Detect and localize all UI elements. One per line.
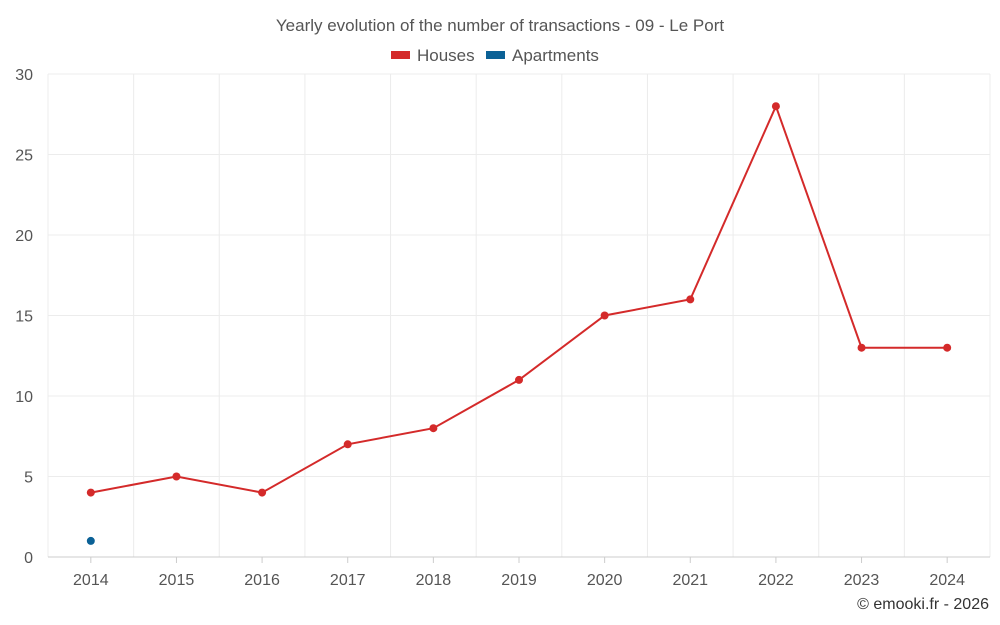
x-tick-label: 2023 xyxy=(844,572,880,589)
legend-label-houses[interactable]: Houses xyxy=(417,46,475,65)
data-point-houses-2016[interactable] xyxy=(258,488,267,497)
y-tick-label: 0 xyxy=(24,550,33,567)
series-layer xyxy=(86,102,952,545)
data-point-houses-2020[interactable] xyxy=(600,311,609,320)
y-tick-label: 20 xyxy=(15,228,33,245)
x-tick-label: 2024 xyxy=(929,572,965,589)
data-point-houses-2019[interactable] xyxy=(515,375,523,384)
gridlines xyxy=(47,73,991,557)
x-tick-label: 2019 xyxy=(501,572,537,589)
x-tick-label: 2020 xyxy=(587,572,623,589)
x-tick-label: 2015 xyxy=(159,572,195,589)
x-tick-label: 2017 xyxy=(330,572,366,589)
data-point-houses-2014[interactable] xyxy=(86,488,95,497)
y-tick-label: 15 xyxy=(15,309,33,326)
x-tick-label: 2014 xyxy=(73,572,109,589)
x-tick-label: 2016 xyxy=(244,572,280,589)
legend-label-apartments[interactable]: Apartments xyxy=(512,46,599,65)
data-point-houses-2023[interactable] xyxy=(857,343,866,352)
y-tick-label: 5 xyxy=(24,470,33,487)
x-tick-label: 2021 xyxy=(672,572,708,589)
data-point-houses-2021[interactable] xyxy=(686,295,695,304)
axes: 0 5 10 15 20 25 30 2014 2015 2016 2017 2018 2019 2020… xyxy=(15,67,990,589)
x-tick-label: 2018 xyxy=(416,572,452,589)
y-tick-label: 25 xyxy=(15,148,33,165)
legend-swatch-houses[interactable] xyxy=(391,51,410,59)
data-point-houses-2022[interactable] xyxy=(771,102,780,111)
y-tick-label: 10 xyxy=(15,389,33,406)
legend: Houses Apartments xyxy=(391,46,599,65)
x-tick-label: 2022 xyxy=(758,572,794,589)
y-tick-label: 30 xyxy=(15,67,33,84)
chart-title: Yearly evolution of the number of transa… xyxy=(276,16,725,35)
legend-swatch-apartments[interactable] xyxy=(486,51,505,59)
data-point-houses-2018[interactable] xyxy=(429,424,438,433)
data-point-houses-2015[interactable] xyxy=(172,472,181,481)
data-point-houses-2017[interactable] xyxy=(343,440,352,449)
data-point-apartments-2014[interactable] xyxy=(86,536,95,545)
data-point-houses-2024[interactable] xyxy=(943,343,952,352)
credit-text: © emooki.fr - 2026 xyxy=(857,596,989,613)
